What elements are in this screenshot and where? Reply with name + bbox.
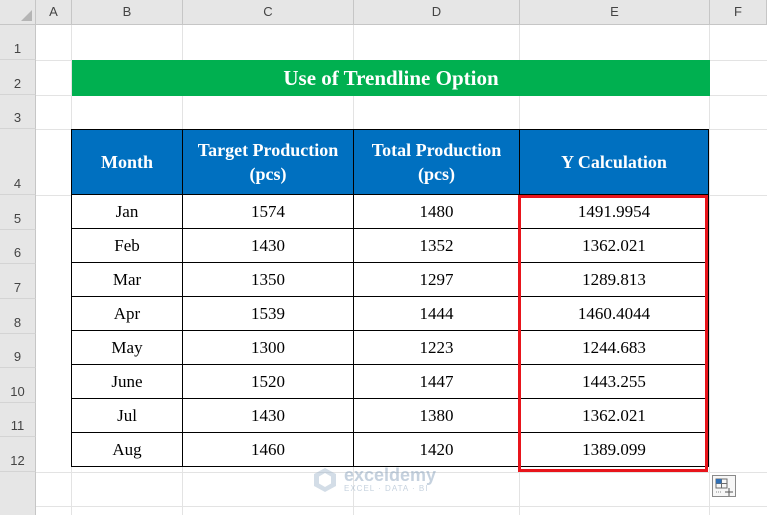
table-row: Aug 1460 1420 1389.099 — [71, 432, 709, 467]
column-header-a[interactable]: A — [36, 0, 72, 25]
header-cell-y-calculation[interactable]: Y Calculation — [519, 129, 709, 195]
month-cell[interactable]: Mar — [71, 262, 183, 297]
column-header-d[interactable]: D — [354, 0, 520, 25]
row-header-2[interactable]: 2 — [0, 60, 36, 95]
header-line: Total Production — [371, 140, 502, 160]
table-row: May 1300 1223 1244.683 — [71, 330, 709, 365]
month-cell[interactable]: Apr — [71, 296, 183, 331]
total-cell[interactable]: 1380 — [353, 398, 520, 433]
header-cell-target-production[interactable]: Target Production (pcs) — [182, 129, 354, 195]
target-cell[interactable]: 1574 — [182, 194, 354, 229]
total-cell[interactable]: 1297 — [353, 262, 520, 297]
table-row: Jan 1574 1480 1491.9954 — [71, 194, 709, 229]
quick-analysis-button[interactable] — [712, 475, 736, 497]
table-row: June 1520 1447 1443.255 — [71, 364, 709, 399]
month-cell[interactable]: June — [71, 364, 183, 399]
y-calc-cell[interactable]: 1362.021 — [519, 228, 709, 263]
watermark-tagline: EXCEL · DATA · BI — [344, 484, 429, 493]
y-calc-cell[interactable]: 1389.099 — [519, 432, 709, 467]
total-cell[interactable]: 1223 — [353, 330, 520, 365]
y-calc-cell[interactable]: 1460.4044 — [519, 296, 709, 331]
month-cell[interactable]: May — [71, 330, 183, 365]
row-header-6[interactable]: 6 — [0, 230, 36, 264]
table-row: Mar 1350 1297 1289.813 — [71, 262, 709, 297]
total-cell[interactable]: 1352 — [353, 228, 520, 263]
month-cell[interactable]: Jan — [71, 194, 183, 229]
sheet-title[interactable]: Use of Trendline Option — [72, 60, 710, 96]
row-header-13[interactable] — [0, 472, 36, 515]
exceldemy-logo-icon — [314, 467, 336, 492]
grid-line — [36, 472, 767, 473]
header-line: (pcs) — [418, 164, 455, 184]
header-line: Target Production — [197, 140, 339, 160]
target-cell[interactable]: 1460 — [182, 432, 354, 467]
select-all-button[interactable] — [0, 0, 36, 25]
row-header-12[interactable]: 12 — [0, 437, 36, 472]
row-header-1[interactable]: 1 — [0, 25, 36, 60]
total-cell[interactable]: 1480 — [353, 194, 520, 229]
y-calc-cell[interactable]: 1244.683 — [519, 330, 709, 365]
watermark-text: exceldemy EXCEL · DATA · BI — [344, 466, 436, 493]
total-cell[interactable]: 1444 — [353, 296, 520, 331]
column-header-b[interactable]: B — [72, 0, 183, 25]
target-cell[interactable]: 1300 — [182, 330, 354, 365]
target-cell[interactable]: 1430 — [182, 228, 354, 263]
row-header-4[interactable]: 4 — [0, 129, 36, 195]
grid-line — [709, 25, 710, 515]
select-all-triangle-icon — [21, 10, 32, 21]
header-cell-month[interactable]: Month — [71, 129, 183, 195]
grid-line — [36, 506, 767, 507]
header-line: Y Calculation — [561, 152, 667, 172]
total-cell[interactable]: 1447 — [353, 364, 520, 399]
row-header-8[interactable]: 8 — [0, 299, 36, 334]
watermark-name: exceldemy — [344, 465, 437, 485]
total-cell[interactable]: 1420 — [353, 432, 520, 467]
column-header-f[interactable]: F — [710, 0, 767, 25]
row-header-7[interactable]: 7 — [0, 264, 36, 299]
y-calc-cell[interactable]: 1443.255 — [519, 364, 709, 399]
target-cell[interactable]: 1350 — [182, 262, 354, 297]
quick-analysis-icon — [715, 478, 733, 496]
header-line: Month — [100, 152, 153, 172]
month-cell[interactable]: Jul — [71, 398, 183, 433]
column-header-c[interactable]: C — [183, 0, 354, 25]
month-cell[interactable]: Feb — [71, 228, 183, 263]
month-cell[interactable]: Aug — [71, 432, 183, 467]
production-table: Month Target Production (pcs) Total Produ… — [71, 129, 709, 467]
table-row: Apr 1539 1444 1460.4044 — [71, 296, 709, 331]
column-header-e[interactable]: E — [520, 0, 710, 25]
table-header-row: Month Target Production (pcs) Total Produ… — [71, 129, 709, 195]
header-line: (pcs) — [249, 164, 287, 184]
row-header-11[interactable]: 11 — [0, 403, 36, 437]
table-row: Feb 1430 1352 1362.021 — [71, 228, 709, 263]
target-cell[interactable]: 1520 — [182, 364, 354, 399]
y-calc-cell[interactable]: 1362.021 — [519, 398, 709, 433]
exceldemy-watermark: exceldemy EXCEL · DATA · BI — [312, 466, 436, 493]
target-cell[interactable]: 1430 — [182, 398, 354, 433]
table-row: Jul 1430 1380 1362.021 — [71, 398, 709, 433]
y-calc-cell[interactable]: 1491.9954 — [519, 194, 709, 229]
y-calc-cell[interactable]: 1289.813 — [519, 262, 709, 297]
row-header-9[interactable]: 9 — [0, 334, 36, 368]
header-cell-total-production[interactable]: Total Production (pcs) — [353, 129, 520, 195]
target-cell[interactable]: 1539 — [182, 296, 354, 331]
row-header-3[interactable]: 3 — [0, 95, 36, 129]
row-header-10[interactable]: 10 — [0, 368, 36, 403]
row-header-5[interactable]: 5 — [0, 195, 36, 230]
